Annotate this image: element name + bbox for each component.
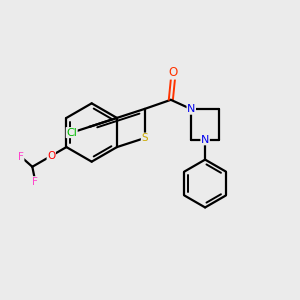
Text: S: S	[141, 133, 148, 143]
Text: Cl: Cl	[66, 128, 77, 138]
Text: O: O	[168, 66, 178, 79]
Text: O: O	[47, 151, 56, 161]
Text: F: F	[18, 152, 24, 162]
Text: N: N	[201, 135, 209, 145]
Text: N: N	[187, 104, 195, 114]
Text: F: F	[32, 177, 38, 187]
